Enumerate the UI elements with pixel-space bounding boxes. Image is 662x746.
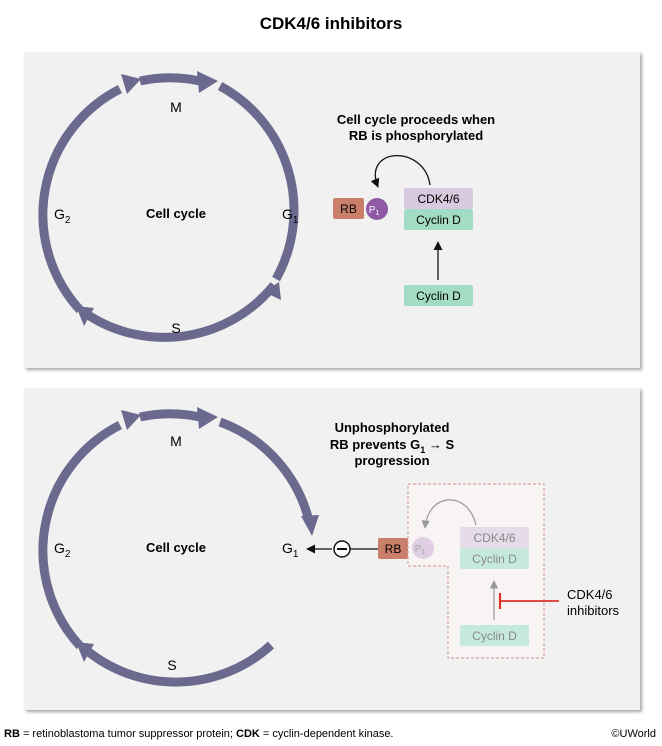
faded-phosphate-circle: P1 [412, 537, 434, 559]
cell-cycle-label: Cell cycle [146, 206, 206, 221]
rb-box: RB [378, 538, 408, 559]
figure-title: CDK4/6 inhibitors [259, 14, 403, 33]
abbreviation-footnote: RB = retinoblastoma tumor suppressor pro… [4, 728, 394, 740]
inhibitor-label-line-1: CDK4/6 [567, 587, 613, 602]
caption-line-1: Unphosphorylated [335, 420, 450, 435]
cell-cycle-label: Cell cycle [146, 540, 206, 555]
cell-cycle-arrowheads [76, 407, 319, 662]
phase-s: S [171, 320, 180, 336]
svg-text:RB: RB [340, 202, 357, 216]
cycle-arc-s-g2 [38, 420, 123, 650]
phase-g2: G2 [54, 206, 71, 226]
top-diagram: M G1 S G2 Cell cycle Cell cycle proceeds… [38, 71, 495, 342]
phosphate-circle: P1 [366, 198, 388, 220]
faded-cdk46-box: CDK4/6 [460, 527, 529, 548]
faded-cyclin-d-free-box: Cyclin D [460, 625, 529, 646]
svg-text:Cyclin D: Cyclin D [472, 629, 517, 643]
phase-g2: G2 [54, 540, 71, 560]
svg-text:CDK4/6: CDK4/6 [417, 192, 459, 206]
arrowhead-after-m [197, 71, 218, 93]
phase-g1: G1 [282, 206, 299, 226]
footnote-cdk-abbr: CDK [236, 728, 260, 740]
phosphorylation-arrow [370, 155, 431, 188]
arrowhead-to-s [76, 306, 94, 326]
copyright-notice: ©UWorld [611, 728, 656, 740]
inhibitor-label-line-2: inhibitors [567, 603, 620, 618]
arrowhead-to-m [121, 410, 141, 430]
footnote-rb-abbr: RB [4, 728, 20, 740]
footnote-cdk-def: = cyclin-dependent kinase. [259, 728, 394, 740]
svg-text:CDK4/6: CDK4/6 [473, 531, 515, 545]
arrowhead-after-m [197, 407, 218, 429]
cyclin-d-bound-box: Cyclin D [404, 209, 473, 230]
cycle-arc-s-g2 [38, 84, 123, 314]
minus-circle-icon [333, 540, 351, 558]
caption-line-2: RB prevents G1 → S [330, 437, 455, 455]
arrowhead-after-g1 [264, 282, 281, 300]
cycle-arc-m-g1 [217, 82, 299, 282]
phase-m: M [170, 99, 182, 115]
svg-text:P1: P1 [369, 205, 380, 217]
bottom-diagram: M G1 S G2 Cell cycle Unphosphorylated RB… [38, 407, 620, 687]
svg-text:P1: P1 [415, 544, 426, 556]
phase-m: M [170, 433, 182, 449]
cycle-arc-g1-s [82, 282, 278, 342]
panel-rb-phosphorylated: M G1 S G2 Cell cycle Cell cycle proceeds… [24, 52, 640, 368]
svg-text:RB: RB [385, 542, 402, 556]
arrowhead-to-s [76, 642, 94, 662]
caption-line-2: RB is phosphorylated [349, 128, 483, 143]
footnote-rb-def: = retinoblastoma tumor suppressor protei… [19, 728, 237, 740]
rb-box: RB [333, 198, 364, 219]
faded-cyclin-d-bound-box: Cyclin D [460, 548, 529, 569]
cyclin-d-free-box: Cyclin D [404, 285, 473, 306]
panel-rb-unphosphorylated: M G1 S G2 Cell cycle Unphosphorylated RB… [24, 388, 640, 710]
arrowhead-to-m [121, 74, 141, 94]
cell-cycle-arrowheads [76, 71, 281, 326]
caption-line-1: Cell cycle proceeds when [337, 112, 495, 127]
svg-text:Cyclin D: Cyclin D [472, 552, 517, 566]
phase-g1: G1 [282, 540, 299, 560]
svg-text:Cyclin D: Cyclin D [416, 289, 461, 303]
phase-s: S [167, 657, 176, 673]
faded-phosphorylation-arrow [421, 499, 477, 529]
cycle-arc-g1-s [82, 641, 275, 687]
cycle-arc-m-g1 [218, 417, 314, 523]
cdk46-box: CDK4/6 [404, 188, 473, 209]
svg-text:Cyclin D: Cyclin D [416, 213, 461, 227]
arrowhead-to-g1 [301, 515, 319, 536]
caption-line-3: progression [354, 453, 429, 468]
